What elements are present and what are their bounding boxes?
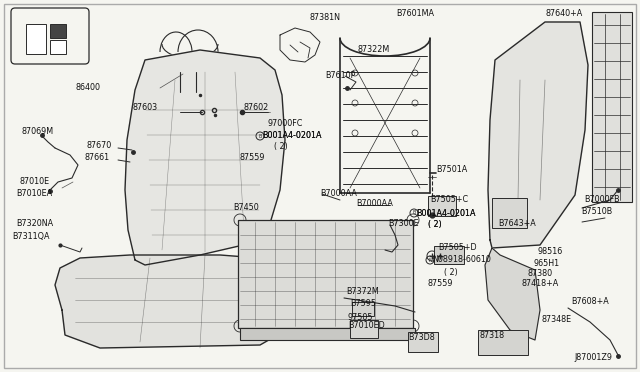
Text: B7595: B7595 <box>350 299 376 308</box>
Text: ( 2): ( 2) <box>428 219 442 228</box>
Text: 87418+A: 87418+A <box>522 279 559 289</box>
FancyBboxPatch shape <box>11 8 89 64</box>
Text: B001A4-0201A: B001A4-0201A <box>416 208 476 218</box>
Bar <box>478 330 528 355</box>
Text: B7608+A: B7608+A <box>571 298 609 307</box>
Polygon shape <box>125 50 285 265</box>
Text: 87640+A: 87640+A <box>545 9 582 17</box>
Text: B7372M: B7372M <box>346 288 379 296</box>
Text: 87380: 87380 <box>528 269 553 278</box>
Text: 87559: 87559 <box>428 279 454 289</box>
Bar <box>50 24 66 38</box>
Text: J87001Z9: J87001Z9 <box>574 353 612 362</box>
Text: N: N <box>428 257 432 263</box>
Polygon shape <box>485 248 540 340</box>
Text: B: B <box>412 211 416 215</box>
Text: B7311QA: B7311QA <box>12 231 49 241</box>
Text: B7450: B7450 <box>233 203 259 212</box>
Bar <box>592 12 632 202</box>
Bar <box>238 220 413 328</box>
Text: 98516: 98516 <box>538 247 563 257</box>
Text: N08918-60610: N08918-60610 <box>432 256 491 264</box>
Text: B001A4-0201A: B001A4-0201A <box>416 208 476 218</box>
Bar <box>50 40 66 54</box>
Text: B7505+D: B7505+D <box>438 244 477 253</box>
Text: B7000AA: B7000AA <box>356 199 393 208</box>
Text: ( 2): ( 2) <box>444 267 458 276</box>
Polygon shape <box>488 22 588 248</box>
Text: B7510B: B7510B <box>581 208 612 217</box>
Text: 87318: 87318 <box>480 331 505 340</box>
Text: B7610P: B7610P <box>325 71 355 80</box>
Text: B73D8: B73D8 <box>408 334 435 343</box>
Text: B7320NA: B7320NA <box>16 219 53 228</box>
Text: B7000AA: B7000AA <box>320 189 357 198</box>
Text: B7000FB: B7000FB <box>584 196 620 205</box>
Text: B7010EA: B7010EA <box>16 189 52 198</box>
Bar <box>352 302 374 316</box>
Text: B7010ED: B7010ED <box>348 321 385 330</box>
Text: 87603: 87603 <box>133 103 158 112</box>
Text: B7601MA: B7601MA <box>396 9 434 17</box>
Text: 86400: 86400 <box>75 83 100 93</box>
Text: 97000FC: 97000FC <box>268 119 303 128</box>
Text: 87322M: 87322M <box>358 45 390 55</box>
Text: B7643+A: B7643+A <box>498 219 536 228</box>
Text: ( 2): ( 2) <box>274 142 288 151</box>
Text: 87670: 87670 <box>87 141 112 151</box>
Text: 87069M: 87069M <box>22 128 54 137</box>
Text: B7501A: B7501A <box>436 166 467 174</box>
Text: B7505+C: B7505+C <box>430 195 468 203</box>
Text: 965H1: 965H1 <box>533 259 559 267</box>
Text: B7300E: B7300E <box>388 219 419 228</box>
Text: 97505: 97505 <box>348 314 374 323</box>
Bar <box>408 332 438 352</box>
Text: 87559: 87559 <box>240 154 266 163</box>
Bar <box>492 198 527 228</box>
Text: 87661: 87661 <box>85 154 110 163</box>
Bar <box>240 328 415 340</box>
Bar <box>428 196 456 216</box>
Text: ( 2): ( 2) <box>428 219 442 228</box>
Text: 87381N: 87381N <box>310 13 341 22</box>
Text: B001A4-0201A: B001A4-0201A <box>262 131 321 141</box>
Bar <box>26 24 46 54</box>
Text: B: B <box>259 134 262 138</box>
Polygon shape <box>55 255 310 348</box>
Text: 87348E: 87348E <box>541 315 571 324</box>
Text: 87602: 87602 <box>244 103 269 112</box>
Text: B001A4-0201A: B001A4-0201A <box>262 131 321 141</box>
Bar <box>434 246 464 264</box>
Bar <box>350 320 378 338</box>
Text: 87010E: 87010E <box>20 177 50 186</box>
